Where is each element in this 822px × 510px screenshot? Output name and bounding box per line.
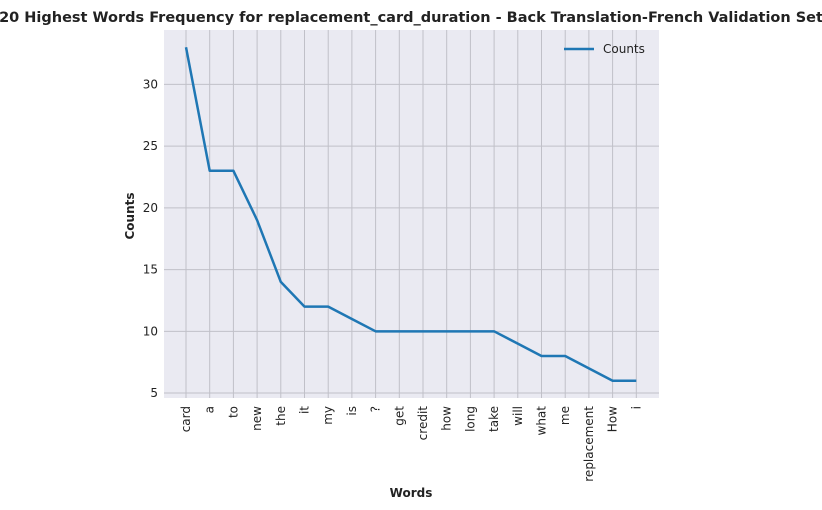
x-tick-label: it [298,406,312,414]
y-tick-label: 25 [143,139,158,153]
x-tick-label: a [203,406,217,413]
x-tick-label: my [321,406,335,425]
legend: Counts [564,42,645,56]
y-tick-label: 10 [143,324,158,338]
x-tick-label: will [511,406,525,426]
x-tick-label: what [535,406,549,436]
x-tick-label: get [392,406,406,426]
x-tick-label: me [558,406,572,425]
x-tick-label: ? [369,406,383,412]
y-tick-label: 5 [150,386,158,400]
x-tick-label: how [440,406,454,431]
x-tick-label: is [345,406,359,416]
plot-area [164,30,659,398]
x-axis-label: Words [390,486,433,500]
x-tick-label: to [226,406,240,418]
series-layer [184,47,637,382]
series-line-counts [184,47,637,382]
x-tick-label: long [463,406,477,432]
x-tick-label: card [179,406,193,432]
x-tick-label: new [250,406,264,431]
legend-label: Counts [603,42,645,56]
x-tick-label: take [487,406,501,432]
y-axis-label: Counts [123,192,137,239]
y-axis-ticks: 5 10 15 20 25 30 [143,77,158,400]
chart-title: 20 Highest Words Frequency for replaceme… [0,10,822,26]
y-tick-label: 15 [143,263,158,277]
y-tick-label: 20 [143,201,158,215]
x-tick-label: How [606,406,620,432]
x-tick-label: i [629,406,643,409]
x-tick-label: the [274,406,288,426]
y-tick-label: 30 [143,77,158,91]
x-tick-label: credit [416,406,430,441]
x-axis-ticks: card a to new the it my is? get credit how long take… [179,406,643,482]
x-tick-label: replacement [582,406,596,482]
gridlines [164,30,659,398]
